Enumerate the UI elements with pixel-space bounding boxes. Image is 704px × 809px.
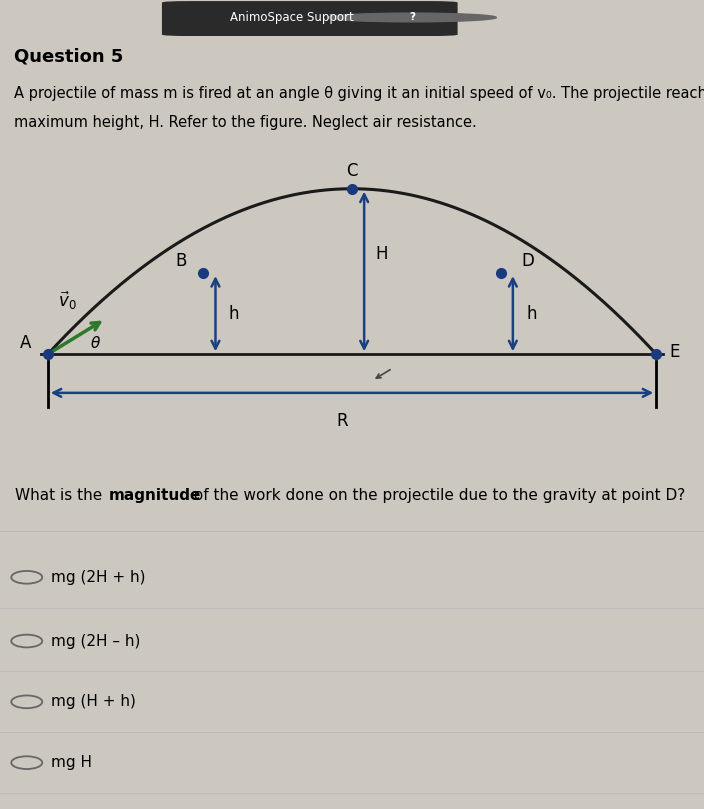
Text: $\vec{v}_0$: $\vec{v}_0$ — [58, 290, 77, 312]
Text: of the work done on the projectile due to the gravity at point D?: of the work done on the projectile due t… — [189, 489, 685, 503]
Text: B: B — [175, 252, 187, 269]
Text: mg (2H – h): mg (2H – h) — [51, 633, 140, 649]
Text: h: h — [527, 305, 537, 323]
Text: What is the: What is the — [15, 489, 108, 503]
Text: ?: ? — [409, 12, 415, 23]
Text: $\theta$: $\theta$ — [90, 335, 101, 351]
Text: mg H: mg H — [51, 755, 92, 770]
Text: R: R — [336, 413, 348, 430]
Text: A: A — [20, 334, 31, 353]
Text: mg (H + h): mg (H + h) — [51, 694, 136, 709]
Text: AnimoSpace Support: AnimoSpace Support — [230, 11, 354, 24]
Text: D: D — [521, 252, 534, 269]
Text: magnitude: magnitude — [109, 489, 201, 503]
Text: A projectile of mass m is fired at an angle θ giving it an initial speed of v₀. : A projectile of mass m is fired at an an… — [14, 86, 704, 101]
FancyBboxPatch shape — [162, 1, 458, 36]
Text: maximum height, H. Refer to the figure. Neglect air resistance.: maximum height, H. Refer to the figure. … — [14, 115, 477, 130]
Text: C: C — [346, 162, 358, 180]
Circle shape — [327, 13, 496, 22]
Text: E: E — [670, 343, 680, 362]
Text: mg (2H + h): mg (2H + h) — [51, 570, 145, 585]
Text: Question 5: Question 5 — [14, 48, 123, 66]
Text: h: h — [229, 305, 239, 323]
Text: H: H — [376, 245, 388, 263]
